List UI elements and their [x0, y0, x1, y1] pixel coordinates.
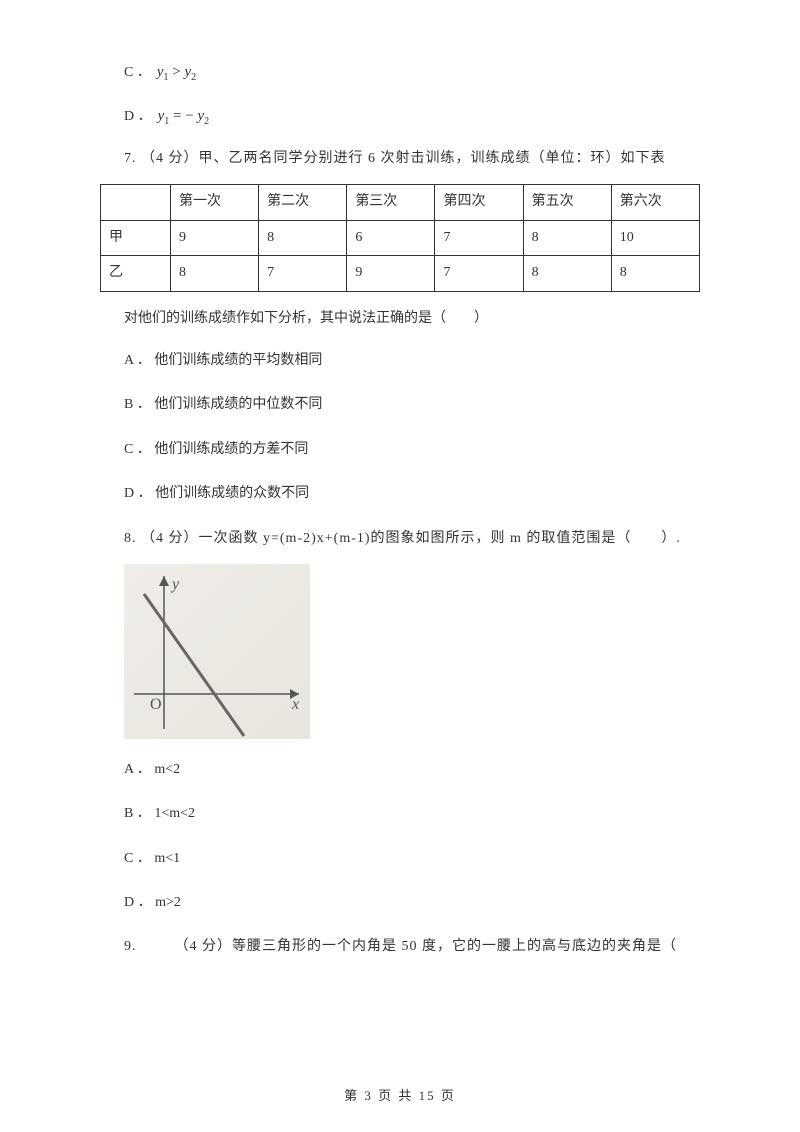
table-header-cell [101, 185, 171, 220]
table-cell: 9 [171, 220, 259, 255]
table-header-cell: 第二次 [259, 185, 347, 220]
table-cell: 8 [523, 220, 611, 255]
table-cell: 7 [435, 220, 523, 255]
table-header-row: 第一次 第二次 第三次 第四次 第五次 第六次 [101, 185, 700, 220]
q8-graph: y x O [124, 564, 310, 739]
option-c: C ． y1 > y2 [124, 60, 700, 86]
table-header-cell: 第三次 [347, 185, 435, 220]
option-c-label: C ． [124, 62, 151, 84]
q8-option-a: A ． m<2 [124, 759, 700, 781]
table-header-cell: 第五次 [523, 185, 611, 220]
table-header-cell: 第一次 [171, 185, 259, 220]
table-cell: 甲 [101, 220, 171, 255]
q7-analysis: 对他们的训练成绩作如下分析，其中说法正确的是（ ） [124, 308, 700, 330]
score-table: 第一次 第二次 第三次 第四次 第五次 第六次 甲 9 8 6 7 8 10 乙… [100, 184, 700, 291]
table-cell: 9 [347, 256, 435, 291]
table-cell: 8 [611, 256, 699, 291]
option-d-expr: y1 = − y2 [158, 104, 210, 130]
q8-text: 8. （4 分）一次函数 y=(m-2)x+(m-1)的图象如图所示，则 m 的… [124, 528, 700, 550]
option-c-expr: y1 > y2 [157, 60, 196, 86]
q8-option-c: C ． m<1 [124, 848, 700, 870]
linear-function-graph: y x O [124, 564, 310, 739]
origin-label: O [150, 696, 162, 713]
table-row: 甲 9 8 6 7 8 10 [101, 220, 700, 255]
table-cell: 8 [523, 256, 611, 291]
y-axis-label: y [170, 576, 180, 593]
option-d: D ． y1 = − y2 [124, 104, 700, 130]
option-d-label: D ． [124, 106, 152, 128]
q7-option-c: C ． 他们训练成绩的方差不同 [124, 439, 700, 461]
table-cell: 8 [259, 220, 347, 255]
table-cell: 8 [171, 256, 259, 291]
q7-option-b: B ． 他们训练成绩的中位数不同 [124, 394, 700, 416]
x-axis-label: x [291, 696, 299, 713]
table-cell: 乙 [101, 256, 171, 291]
table-cell: 7 [259, 256, 347, 291]
table-header-cell: 第六次 [611, 185, 699, 220]
q7-option-a: A ． 他们训练成绩的平均数相同 [124, 350, 700, 372]
table-cell: 7 [435, 256, 523, 291]
table-header-cell: 第四次 [435, 185, 523, 220]
table-cell: 6 [347, 220, 435, 255]
q7-option-d: D ． 他们训练成绩的众数不同 [124, 483, 700, 505]
q7-text: 7. （4 分）甲、乙两名同学分别进行 6 次射击训练，训练成绩（单位：环）如下… [124, 148, 700, 170]
table-row: 乙 8 7 9 7 8 8 [101, 256, 700, 291]
q8-option-d: D ． m>2 [124, 892, 700, 914]
page-footer: 第 3 页 共 15 页 [0, 1086, 800, 1107]
table-cell: 10 [611, 220, 699, 255]
q8-option-b: B ． 1<m<2 [124, 803, 700, 825]
q9-text: 9. （4 分）等腰三角形的一个内角是 50 度，它的一腰上的高与底边的夹角是（ [124, 936, 700, 958]
